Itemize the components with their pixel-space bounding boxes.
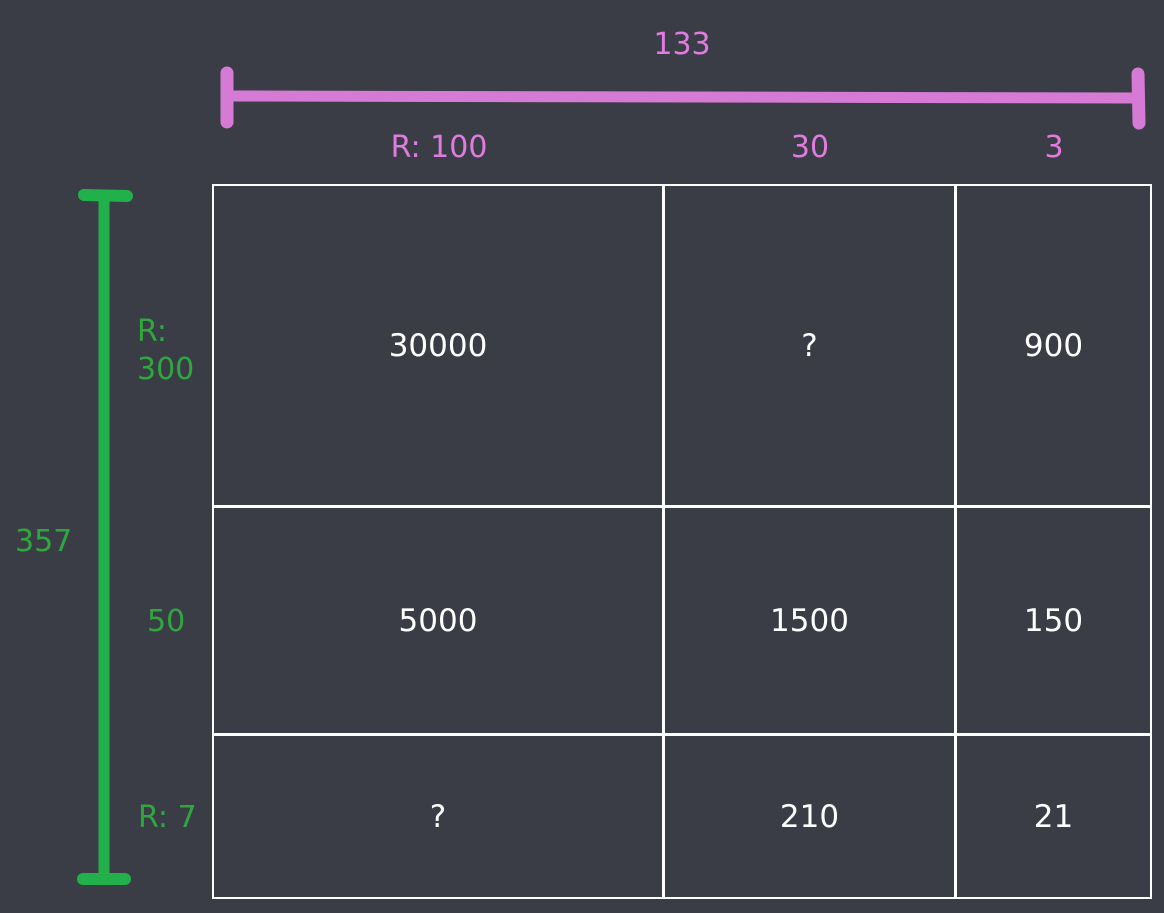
grid-cell-r1-c3: 900	[957, 186, 1150, 508]
row-label-1: R: 300	[137, 313, 194, 389]
multiplication-grid: 30000 ? 900 5000 1500 150 ? 210 21	[212, 184, 1152, 899]
grid-cell-r2-c1: 5000	[214, 508, 665, 736]
vertical-measure-bar	[83, 195, 127, 879]
grid-cell-r3-c2: 210	[665, 736, 957, 897]
grid-cell-r2-c3: 150	[957, 508, 1150, 736]
grid-cell-r1-c1: 30000	[214, 186, 665, 508]
column-label-1: R: 100	[391, 133, 488, 163]
grid-cell-r3-c3: 21	[957, 736, 1150, 897]
horizontal-total-label: 133	[653, 30, 710, 60]
grid-cell-r1-c2: ?	[665, 186, 957, 508]
horizontal-measure-bar	[227, 73, 1139, 123]
column-label-2: 30	[791, 133, 829, 163]
row-label-3: R: 7	[138, 803, 197, 833]
vertical-total-label: 357	[15, 527, 72, 557]
column-label-3: 3	[1044, 133, 1063, 163]
grid-cell-r2-c2: 1500	[665, 508, 957, 736]
row-label-2: 50	[147, 607, 185, 637]
grid-cell-r3-c1: ?	[214, 736, 665, 897]
